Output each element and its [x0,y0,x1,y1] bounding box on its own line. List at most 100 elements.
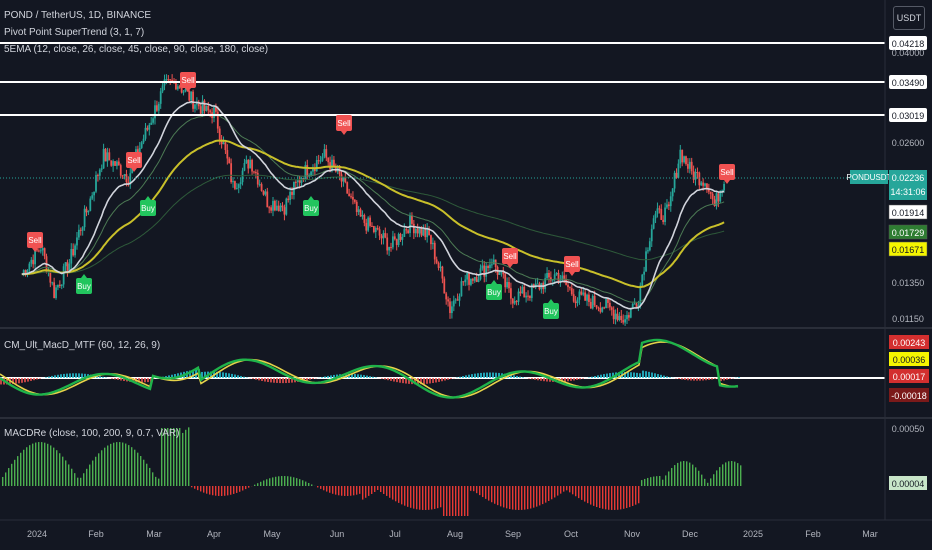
macd-histogram-bar [405,378,407,384]
macd-histogram-bar [261,378,263,381]
candle-body [53,282,56,298]
candle-body [662,219,665,223]
sell-signal-label[interactable]: Sell [502,248,518,268]
buy-signal-label[interactable]: Buy [303,196,319,216]
macd-histogram-bar [684,378,686,380]
macd-pane[interactable] [0,338,885,399]
macd-histogram-bar [327,375,329,378]
ema-value-tag[interactable]: 0.01914 [888,204,928,220]
macd-histogram-bar [699,378,701,381]
candle-body [435,259,438,263]
ema-value-tag[interactable]: 0.01671 [888,241,928,257]
candle-body [230,163,233,183]
sell-signal-label[interactable]: Sell [126,152,142,172]
candle-body [272,200,274,211]
sell-signal-label[interactable]: Sell [719,164,735,184]
macdre-bar [740,465,742,486]
macd-line [0,338,739,399]
price-pane[interactable]: Sell Buy Sell Buy Sell Sell Buy Sell Buy Buy Sell S… [0,42,885,326]
ema-tag-bg [888,224,928,240]
candle-body [555,272,558,275]
signal-bg [719,164,735,180]
macd-histogram-bar [312,378,314,380]
candle-body [464,279,467,283]
signal-bg [336,115,352,131]
price-axis[interactable]: 0.04218 0.03490 0.03019 0.04000 0.02600 0.013… [847,36,929,490]
candle-body [372,226,375,233]
level-price-tag[interactable]: 0.03490 [889,75,927,89]
macdre-bar [35,442,37,486]
time-axis-label: Jun [330,529,345,539]
macdre-value-tag[interactable]: 0.00004 [889,476,927,490]
macdre-pane[interactable] [2,427,742,516]
sell-signal-label[interactable]: Sell [27,232,43,252]
price-axis-tick: 0.01350 [892,278,925,288]
sell-signal-label[interactable]: Sell [180,72,196,92]
macd-histogram-bar [477,373,479,378]
candle-body [154,105,156,119]
candle-body [660,209,663,220]
ema-value-tag[interactable]: 0.01729 [888,224,928,240]
macdre-bar [578,486,580,499]
macdre-bar [113,442,115,486]
macd-value-tag[interactable]: 0.00243 [889,335,929,349]
macd-value-tag[interactable]: 0.00017 [889,369,929,383]
macdre-bar [692,464,694,486]
macdre-bar [347,486,349,496]
ema-tag-text: 0.01914 [892,208,925,218]
macdre-bar [641,480,643,486]
buy-signal-label[interactable]: Buy [543,299,559,319]
macd-histogram-bar [471,374,473,378]
candle-body [473,277,476,281]
candle-body [620,315,623,321]
candle-body [136,149,139,155]
macdre-bar [74,473,76,486]
macd-histogram-bar [576,378,578,380]
macdre-bar [116,442,118,486]
candle-body [91,195,94,199]
candle-body [24,270,27,275]
time-axis-label: Sep [505,529,521,539]
macdre-bar [680,461,682,486]
signal-bg [140,200,156,216]
macdre-bar [518,486,520,510]
indicator-ema-label[interactable]: 5EMA (12, close, 26, close, 45, close, 9… [4,44,269,55]
macdre-bar [536,486,538,507]
macd-histogram-bar [24,378,26,383]
candle-body [333,159,335,167]
macdre-bar [365,486,367,498]
macd-histogram-bar [600,374,602,378]
macdre-bar [305,481,307,486]
candle-body [382,233,385,239]
sell-signal-label[interactable]: Sell [336,115,352,135]
macd-histogram-bar [237,375,239,378]
candle-body [300,178,303,183]
candle-body [319,160,322,162]
candle-body [631,303,634,309]
buy-signal-label[interactable]: Buy [140,196,156,216]
time-axis[interactable]: 2024 Feb Mar Apr May Jun Jul Aug Sep Oct Nov Dec 202… [27,529,878,539]
buy-signal-label[interactable]: Buy [76,274,92,294]
indicator-supertrend-label[interactable]: Pivot Point SuperTrend (3, 1, 7) [4,27,145,38]
macd-value-tag[interactable]: 0.00036 [889,352,929,366]
macdre-bar [317,486,319,488]
macdre-indicator-label[interactable]: MACDRe (close, 100, 200, 9, 0.7, VAR) [4,428,180,439]
level-price-tag[interactable]: 0.03019 [889,108,927,122]
level-tag-text: 0.03490 [892,78,925,88]
candle-body [626,315,628,320]
symbol-title[interactable]: POND / TetherUS, 1D, BINANCE [4,10,152,21]
last-price-tag[interactable]: PONDUSDT 0.02236 14:31:06 [847,170,927,200]
sell-signal-label[interactable]: Sell [564,256,580,276]
macdre-bar [77,477,79,486]
macd-histogram-bar [495,372,497,378]
buy-signal-label[interactable]: Buy [486,280,502,300]
currency-button[interactable]: USDT [893,6,925,30]
level-price-tag[interactable]: 0.04218 [889,36,927,50]
macdre-bar [218,486,220,496]
macd-indicator-label[interactable]: CM_Ult_MacD_MTF (60, 12, 26, 9) [4,340,161,351]
signal-pointer-icon [145,196,151,200]
signal-text: Sell [503,252,517,261]
macd-value-tag[interactable]: -0.00018 [889,388,929,402]
